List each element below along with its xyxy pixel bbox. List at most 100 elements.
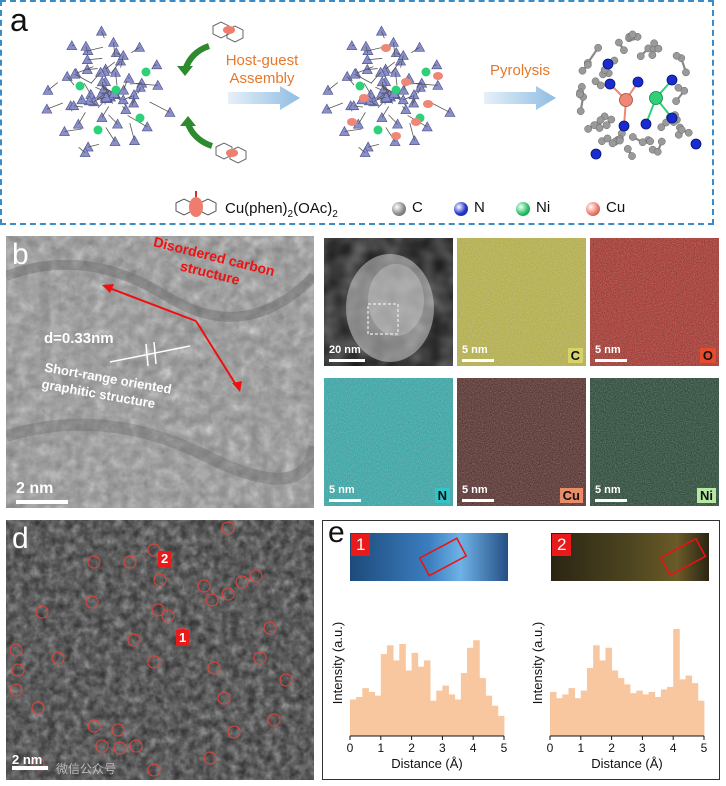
framework-linker [105,127,116,142]
carbon-atom [672,51,681,60]
intensity-bar [356,696,363,736]
single-atom-highlight [35,605,49,619]
cu-guest [347,118,357,126]
intensity-bar [586,667,594,736]
carbon-atom [653,147,662,156]
framework-node [95,66,107,77]
framework-linker [78,147,86,153]
single-atom-highlight [123,555,137,569]
site-marker-1: 1 [176,630,190,646]
framework-linker [75,66,94,74]
eds-scale-bar [462,499,494,502]
single-atom-highlight [267,713,281,727]
element-badge: O [699,348,716,363]
ni-node [421,67,431,77]
framework-linker [135,83,158,86]
framework-linker [66,76,75,86]
intensity-bar [580,690,588,736]
intensity-bar [467,647,474,736]
carbon-atom [648,51,657,59]
framework-linker [46,102,63,110]
single-atom-highlight [127,633,141,647]
carbon-atom [595,124,604,132]
framework-node [151,59,163,70]
intensity-bar [374,695,382,736]
noise-overlay [324,238,453,366]
framework-node [397,94,409,105]
framework-linker [400,55,404,68]
eds-scale-label: 5 nm [595,344,621,356]
carbon-atom [628,152,636,160]
framework-node [431,59,443,70]
nitrogen-atom [666,74,678,86]
framework-linker [371,72,381,84]
intensity-bar [556,698,563,736]
framework-node [414,81,426,92]
site-marker-2: 2 [158,551,172,567]
eds-map-cu: 5 nm Cu [457,378,586,506]
nitrogen-atom [618,120,630,132]
framework-linker [357,112,366,125]
framework-linker [102,84,110,96]
intensity-bar [473,640,480,736]
single-atom-highlight [129,739,143,753]
framework-linker [433,64,437,66]
intensity-bar [562,694,569,736]
framework-node [117,94,129,105]
intensity-bar [599,660,606,736]
eds-map-o: 5 nm O [590,238,719,366]
framework-node [395,55,407,66]
carbon-atom [628,30,637,39]
eds-texture [457,378,586,506]
inset-marker-1: 1 [351,534,371,556]
intensity-bar [411,652,419,736]
carbon-atom [575,90,584,99]
x-tick-label: 1 [377,741,384,755]
single-atom-highlight [263,621,277,635]
eds-texture [324,378,453,506]
framework-linker [381,31,385,39]
ni-node [93,125,103,135]
framework-node [444,106,456,117]
framework-linker [47,82,58,91]
single-atom-highlight [221,521,235,535]
framework-linker [77,112,86,125]
framework-node [375,66,387,77]
noise-overlay [457,378,586,506]
nickel-atom [649,91,663,105]
carbon-atom [578,66,587,75]
intensity-bar [574,698,582,736]
framework-linker [411,94,415,106]
framework-node [389,66,401,77]
carbon-atom [596,116,605,124]
framework-linker [122,106,127,110]
intensity-bar [648,691,656,736]
carbon-atom [594,43,603,52]
single-atom-highlight [151,603,165,617]
framework-node [95,25,107,36]
green-arrow-top [177,43,211,76]
framework-linker [64,128,82,132]
x-tick-label: 3 [439,741,446,755]
element-badge: Cu [559,488,583,503]
single-atom-highlight [51,651,65,665]
single-atom-highlight [205,593,219,607]
framework-linker [108,114,118,125]
site-2-inset-box [659,537,707,577]
panel-e-frame [322,520,720,780]
intensity-bar [623,684,631,736]
intensity-bar [448,694,456,736]
noise-overlay [590,238,719,366]
framework-linker [376,96,387,101]
framework-node [100,91,112,102]
eds-scale-label: 5 nm [462,484,488,496]
cu-guest [433,72,443,80]
eds-scale-bar [595,359,627,362]
nitrogen-atom [632,76,644,88]
carbon-atom [646,137,655,146]
framework-linker [411,46,420,54]
ni-node [135,113,145,123]
element-badge: C [567,348,583,363]
cu-guest [401,78,411,86]
framework-node [375,25,387,36]
